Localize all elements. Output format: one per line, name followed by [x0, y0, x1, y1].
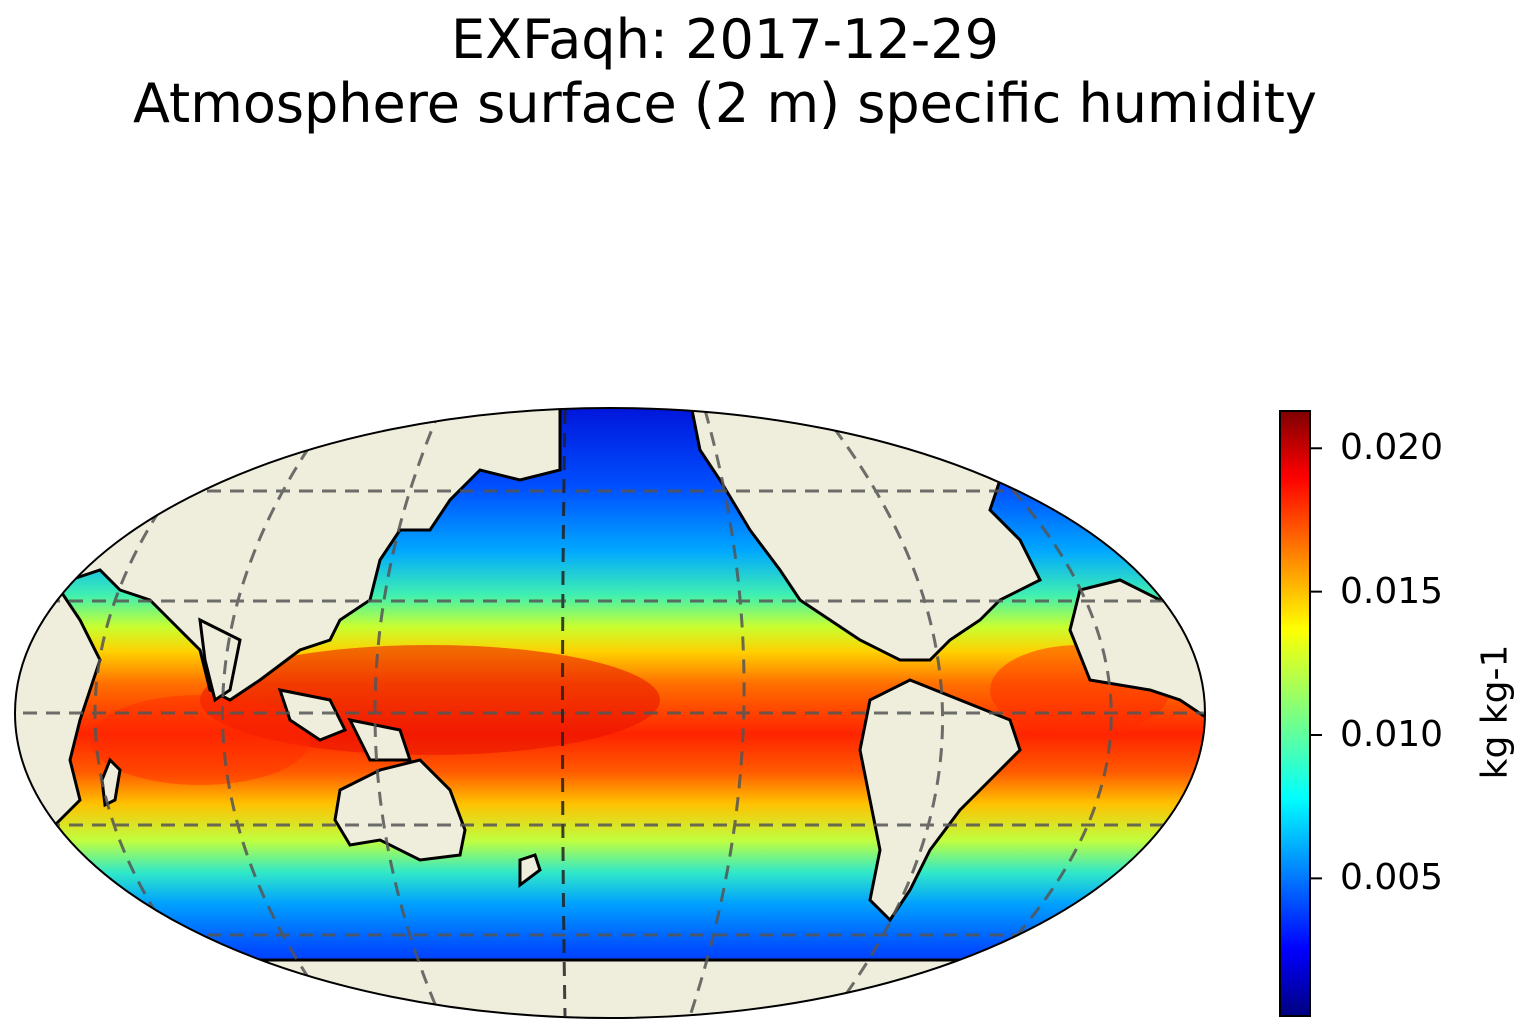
globe-outline	[14, 407, 1206, 1019]
meridian-60e	[221, 409, 337, 1017]
colorbar-tick-label: 0.005	[1340, 857, 1444, 899]
new-zealand	[518, 853, 542, 888]
title-line-2: Atmosphere surface (2 m) specific humidi…	[133, 72, 1317, 135]
borneo	[277, 688, 348, 742]
colorbar-tick-label: 0.015	[1340, 570, 1444, 612]
madagascar	[100, 757, 122, 808]
meridian-0-east	[929, 408, 1113, 1018]
new-guinea	[347, 717, 413, 762]
australia	[333, 758, 467, 862]
colorbar-tick-label: 0.010	[1340, 714, 1444, 755]
title-line-1: EXFaqh: 2017-12-29	[451, 8, 999, 71]
meridian-120w	[688, 409, 746, 1017]
antarctica	[15, 958, 1205, 1018]
colorbar-ticks	[1310, 447, 1322, 880]
meridian-60w	[818, 409, 945, 1017]
colorbar-tick-label: 0.020	[1340, 427, 1444, 469]
figure-title: EXFaqh: 2017-12-29 Atmosphere surface (2…	[0, 8, 1450, 136]
north-america	[688, 408, 1043, 662]
humidity-field	[15, 408, 1205, 1018]
south-america	[858, 678, 1022, 923]
colorbar-unit-label: kg kg-1	[1474, 644, 1516, 780]
meridian-180	[561, 409, 567, 1017]
colorbar	[1279, 410, 1311, 1017]
meridian-120e	[373, 409, 442, 1017]
indian-warm	[90, 695, 310, 785]
